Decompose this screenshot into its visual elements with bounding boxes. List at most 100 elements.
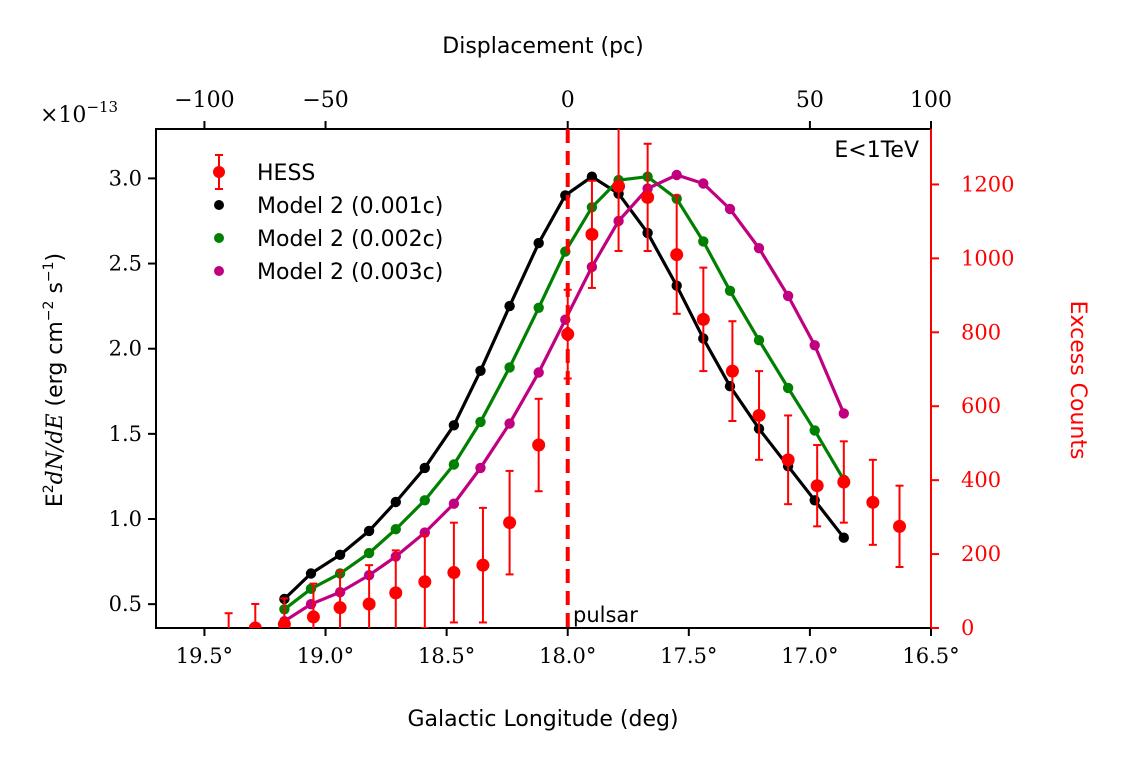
y-label-math: dN/dE bbox=[43, 413, 68, 484]
model-point-2-18 bbox=[782, 290, 794, 302]
legend-hess-label: HESS bbox=[257, 161, 315, 186]
top-tick-label-0: −100 bbox=[174, 88, 234, 113]
right-y-axis-label: Excess Counts bbox=[1065, 301, 1090, 460]
top-axis-ticks: −100 −50 0 50 100 bbox=[174, 88, 952, 129]
model-point-0-3 bbox=[363, 525, 375, 537]
hess-point-6 bbox=[389, 586, 403, 600]
right-y-tick-label-1: 200 bbox=[961, 542, 1001, 566]
y-label-e-sup: 2 bbox=[41, 484, 57, 493]
model-point-2-1 bbox=[305, 599, 317, 610]
legend-entry-model-0003c: Model 2 (0.003c) bbox=[214, 260, 443, 285]
legend-model-0002c-label: Model 2 (0.002c) bbox=[257, 227, 443, 252]
y-label-units-mid: s bbox=[43, 282, 68, 300]
left-y-tick-label-3: 2.0 bbox=[109, 337, 142, 361]
model-point-1-17 bbox=[753, 335, 765, 346]
x-axis-ticks: 19.5° 19.0° 18.5° 18.0° 17.5° 17.0° 16.5° bbox=[176, 628, 960, 668]
multiplier-exp: −13 bbox=[86, 98, 118, 116]
right-y-tick-label-2: 400 bbox=[961, 468, 1001, 492]
model-point-1-19 bbox=[809, 425, 820, 436]
left-y-axis-ticks: 0.5 1.0 1.5 2.0 2.5 3.0 bbox=[109, 166, 156, 616]
model-point-1-1 bbox=[305, 583, 317, 594]
left-y-axis-label: E2dN/dE (erg cm−2 s−1) bbox=[41, 253, 68, 507]
model-point-1-15 bbox=[698, 236, 709, 247]
model-point-1-6 bbox=[448, 459, 460, 470]
hess-point-18 bbox=[725, 364, 739, 378]
hess-point-17 bbox=[696, 312, 710, 326]
model-point-2-6 bbox=[448, 498, 460, 509]
y-label-e: E bbox=[43, 493, 68, 507]
hess-point-16 bbox=[670, 248, 684, 262]
model-point-2-16 bbox=[724, 203, 736, 215]
multiplier-base: ×10 bbox=[40, 103, 86, 128]
hess-point-1 bbox=[248, 621, 262, 628]
model-point-1-18 bbox=[782, 382, 794, 394]
right-y-tick-label-3: 600 bbox=[961, 394, 1001, 418]
top-tick-label-1: −50 bbox=[302, 88, 348, 113]
x-axis-label: Galactic Longitude (deg) bbox=[407, 707, 678, 732]
x-tick-label-4: 17.5° bbox=[660, 644, 717, 668]
hess-point-21 bbox=[810, 479, 824, 493]
right-y-tick-label-4: 800 bbox=[961, 320, 1001, 344]
legend-model-0003c-label: Model 2 (0.003c) bbox=[257, 260, 443, 285]
left-y-tick-label-2: 1.5 bbox=[109, 422, 142, 446]
model-point-2-14 bbox=[671, 169, 682, 181]
hess-point-0 bbox=[222, 629, 235, 642]
model-point-1-3 bbox=[363, 547, 375, 559]
legend-entry-model-0002c: Model 2 (0.002c) bbox=[214, 227, 443, 252]
hess-point-7 bbox=[418, 575, 432, 589]
model-point-0-20 bbox=[838, 532, 849, 543]
hess-point-24 bbox=[893, 519, 907, 533]
right-y-axis-ticks: 0 200 400 600 800 1000 1200 bbox=[931, 172, 1014, 640]
hess-point-22 bbox=[837, 475, 851, 489]
hess-series-group bbox=[222, 129, 907, 642]
model-point-0-9 bbox=[533, 237, 544, 249]
model-point-0-16 bbox=[724, 381, 736, 392]
hess-point-19 bbox=[752, 408, 766, 422]
x-tick-label-0: 19.5° bbox=[176, 644, 233, 668]
hess-point-23 bbox=[866, 495, 880, 509]
model-point-0-6 bbox=[448, 420, 460, 431]
y-label-sup2: −1 bbox=[41, 261, 57, 282]
right-y-tick-label-6: 1200 bbox=[961, 172, 1014, 196]
legend-entry-hess: HESS bbox=[213, 154, 315, 190]
model-point-2-8 bbox=[504, 418, 515, 429]
hess-point-15 bbox=[641, 190, 655, 204]
model-point-1-8 bbox=[504, 362, 515, 373]
hess-point-14 bbox=[612, 179, 626, 193]
top-tick-label-4: 100 bbox=[910, 88, 952, 113]
model-point-2-9 bbox=[533, 367, 544, 378]
left-y-tick-label-4: 2.5 bbox=[109, 252, 142, 276]
legend: HESS Model 2 (0.001c) Model 2 (0.002c) M… bbox=[213, 154, 443, 285]
hess-point-8 bbox=[447, 566, 461, 580]
model-point-1-4 bbox=[390, 524, 401, 535]
hess-point-10 bbox=[503, 516, 517, 530]
top-tick-label-3: 50 bbox=[796, 88, 824, 113]
hess-point-4 bbox=[333, 601, 347, 615]
left-y-tick-label-1: 1.0 bbox=[109, 507, 142, 531]
hess-point-11 bbox=[532, 438, 546, 452]
hess-point-2 bbox=[277, 617, 291, 628]
model-point-0-8 bbox=[504, 300, 515, 312]
model-point-0-5 bbox=[419, 462, 430, 474]
hess-point-5 bbox=[362, 597, 376, 611]
right-y-tick-label-0: 0 bbox=[961, 616, 974, 640]
x-tick-label-6: 16.5° bbox=[902, 644, 959, 668]
y-label-units-end: ) bbox=[43, 253, 68, 262]
energy-annotation: E<1TeV bbox=[834, 138, 919, 163]
legend-model-0001c-label: Model 2 (0.001c) bbox=[257, 194, 443, 219]
model-point-1-5 bbox=[419, 495, 430, 506]
legend-hess-marker bbox=[213, 166, 225, 178]
hess-point-13 bbox=[585, 227, 599, 241]
y-axis-multiplier: ×10−13 bbox=[40, 98, 118, 128]
top-axis-label: Displacement (pc) bbox=[442, 34, 643, 59]
left-y-tick-label-0: 0.5 bbox=[109, 592, 142, 616]
x-tick-label-5: 17.0° bbox=[781, 644, 838, 668]
right-y-tick-label-5: 1000 bbox=[961, 246, 1014, 270]
legend-model-0002c-marker bbox=[214, 233, 224, 243]
model-point-0-4 bbox=[390, 496, 401, 508]
hess-point-3 bbox=[306, 610, 320, 624]
model-point-2-20 bbox=[838, 408, 849, 419]
legend-model-0003c-marker bbox=[214, 266, 224, 276]
model-point-1-9 bbox=[533, 302, 544, 313]
